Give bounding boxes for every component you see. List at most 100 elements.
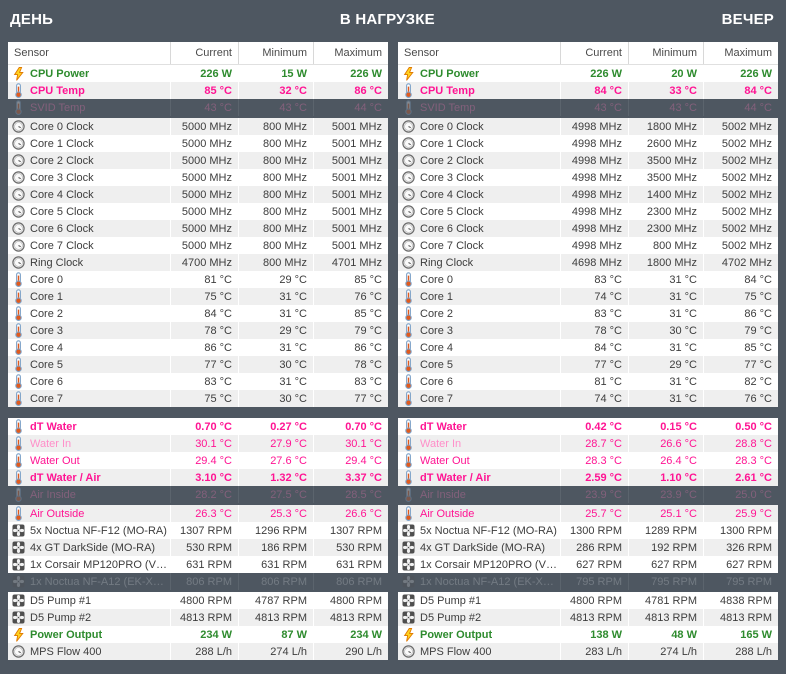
sensor-label: 1x Noctua NF-A12 (EK-XE 120) [30, 575, 170, 588]
value-minimum: 30 °C [628, 322, 703, 339]
sensor-label: SVID Temp [420, 101, 476, 114]
sensor-row[interactable]: dT Water 0.70 °C 0.27 °C 0.70 °C [8, 418, 388, 435]
sensor-row[interactable]: Power Output 234 W 87 W 234 W [8, 626, 388, 643]
sensor-row[interactable]: dT Water 0.42 °C 0.15 °C 0.50 °C [398, 418, 778, 435]
sensor-row[interactable]: Core 1 Clock 4998 MHz 2600 MHz 5002 MHz [398, 135, 778, 152]
clock-icon [11, 171, 25, 184]
sensor-row[interactable]: Core 7 Clock 4998 MHz 800 MHz 5002 MHz [398, 237, 778, 254]
sensor-row[interactable]: Core 3 Clock 5000 MHz 800 MHz 5001 MHz [8, 169, 388, 186]
value-maximum: 86 °C [703, 305, 778, 322]
sensor-row[interactable]: Core 5 Clock 4998 MHz 2300 MHz 5002 MHz [398, 203, 778, 220]
sensor-row[interactable]: Core 3 Clock 4998 MHz 3500 MHz 5002 MHz [398, 169, 778, 186]
sensor-row[interactable]: MPS Flow 400 283 L/h 274 L/h 288 L/h [398, 643, 778, 660]
column-header-current[interactable]: Current [560, 42, 628, 64]
sensor-row[interactable]: Core 2 Clock 4998 MHz 3500 MHz 5002 MHz [398, 152, 778, 169]
sensor-cell: SVID Temp [8, 99, 170, 116]
sensor-row[interactable]: Water In 28.7 °C 26.6 °C 28.8 °C [398, 435, 778, 452]
value-minimum: 30 °C [238, 356, 313, 373]
value-minimum: 800 MHz [238, 118, 313, 135]
thermo-icon [11, 391, 25, 406]
value-minimum: 1289 RPM [628, 522, 703, 539]
sensor-row[interactable]: Core 4 Clock 5000 MHz 800 MHz 5001 MHz [8, 186, 388, 203]
sensor-row[interactable]: D5 Pump #2 4813 RPM 4813 RPM 4813 RPM [8, 609, 388, 626]
sensor-row[interactable]: CPU Power 226 W 15 W 226 W [8, 65, 388, 82]
sensor-row[interactable]: Core 2 Clock 5000 MHz 800 MHz 5001 MHz [8, 152, 388, 169]
sensor-row[interactable]: MPS Flow 400 288 L/h 274 L/h 290 L/h [8, 643, 388, 660]
sensor-row[interactable]: Water In 30.1 °C 27.9 °C 30.1 °C [8, 435, 388, 452]
header-evening-label: ВЕЧЕР [721, 11, 774, 28]
sensor-label: Core 6 [30, 375, 64, 388]
sensor-row[interactable]: Core 0 Clock 5000 MHz 800 MHz 5001 MHz [8, 118, 388, 135]
sensor-row[interactable]: Ring Clock 4700 MHz 800 MHz 4701 MHz [8, 254, 388, 271]
sensor-row[interactable]: CPU Temp 84 °C 33 °C 84 °C [398, 82, 778, 99]
sensor-row[interactable]: Core 2 84 °C 31 °C 85 °C [8, 305, 388, 322]
sensor-row[interactable]: Water Out 28.3 °C 26.4 °C 28.3 °C [398, 452, 778, 469]
sensor-row[interactable]: D5 Pump #2 4813 RPM 4813 RPM 4813 RPM [398, 609, 778, 626]
sensor-row[interactable]: Core 6 83 °C 31 °C 83 °C [8, 373, 388, 390]
sensor-row[interactable]: Core 7 74 °C 31 °C 76 °C [398, 390, 778, 407]
sensor-row[interactable]: Core 3 78 °C 29 °C 79 °C [8, 322, 388, 339]
value-current: 86 °C [170, 339, 238, 356]
value-maximum: 86 °C [313, 339, 388, 356]
sensor-row[interactable]: 1x Noctua NF-A12 (EK-XE 120) 806 RPM 806 R… [8, 573, 388, 590]
sensor-row[interactable]: Ring Clock 4698 MHz 1800 MHz 4702 MHz [398, 254, 778, 271]
sensor-row[interactable]: CPU Power 226 W 20 W 226 W [398, 65, 778, 82]
sensor-row[interactable]: Power Output 138 W 48 W 165 W [398, 626, 778, 643]
sensor-card: Core 0 Clock 5000 MHz 800 MHz 5001 MHz Core … [8, 118, 388, 407]
column-header-sensor[interactable]: Sensor [404, 47, 439, 59]
sensor-row[interactable]: D5 Pump #1 4800 RPM 4781 RPM 4838 RPM [398, 592, 778, 609]
sensor-row[interactable]: Core 1 75 °C 31 °C 76 °C [8, 288, 388, 305]
column-header-current[interactable]: Current [170, 42, 238, 64]
sensor-row[interactable]: Core 0 81 °C 29 °C 85 °C [8, 271, 388, 288]
sensor-row[interactable]: 4x GT DarkSide (MO-RA) 286 RPM 192 RPM 326 … [398, 539, 778, 556]
sensor-row[interactable]: Core 5 77 °C 30 °C 78 °C [8, 356, 388, 373]
sensor-row[interactable]: Core 0 Clock 4998 MHz 1800 MHz 5002 MHz [398, 118, 778, 135]
sensor-row[interactable]: Air Inside 23.9 °C 23.9 °C 25.0 °C [398, 486, 778, 503]
sensor-cell: 1x Corsair MP120PRO (VRM) [398, 556, 560, 573]
value-maximum: 165 W [703, 626, 778, 643]
sensor-row[interactable]: 1x Noctua NF-A12 (EK-XE 120) 795 RPM 795 R… [398, 573, 778, 590]
sensor-row[interactable]: Core 7 75 °C 30 °C 77 °C [8, 390, 388, 407]
sensor-row[interactable]: D5 Pump #1 4800 RPM 4787 RPM 4800 RPM [8, 592, 388, 609]
column-header-maximum[interactable]: Maximum [703, 42, 778, 64]
sensor-row[interactable]: Core 5 77 °C 29 °C 77 °C [398, 356, 778, 373]
clock-icon [401, 120, 415, 133]
sensor-row[interactable]: Core 2 83 °C 31 °C 86 °C [398, 305, 778, 322]
sensor-row[interactable]: Core 1 74 °C 31 °C 75 °C [398, 288, 778, 305]
sensor-row[interactable]: Core 6 Clock 4998 MHz 2300 MHz 5002 MHz [398, 220, 778, 237]
fan-icon [11, 558, 25, 571]
sensor-row[interactable]: SVID Temp 43 °C 43 °C 44 °C [8, 99, 388, 116]
sensor-row[interactable]: Air Outside 26.3 °C 25.3 °C 26.6 °C [8, 505, 388, 522]
sensor-row[interactable]: dT Water / Air 2.59 °C 1.10 °C 2.61 °C [398, 469, 778, 486]
sensor-row[interactable]: Core 4 86 °C 31 °C 86 °C [8, 339, 388, 356]
sensor-row[interactable]: Core 5 Clock 5000 MHz 800 MHz 5001 MHz [8, 203, 388, 220]
sensor-row[interactable]: CPU Temp 85 °C 32 °C 86 °C [8, 82, 388, 99]
sensor-row[interactable]: Core 6 81 °C 31 °C 82 °C [398, 373, 778, 390]
sensor-row[interactable]: Air Outside 25.7 °C 25.1 °C 25.9 °C [398, 505, 778, 522]
value-minimum: 29 °C [238, 271, 313, 288]
sensor-row[interactable]: Core 7 Clock 5000 MHz 800 MHz 5001 MHz [8, 237, 388, 254]
sensor-row[interactable]: Water Out 29.4 °C 27.6 °C 29.4 °C [8, 452, 388, 469]
sensor-cell: 4x GT DarkSide (MO-RA) [398, 539, 560, 556]
column-header-sensor[interactable]: Sensor [14, 47, 49, 59]
sensor-row[interactable]: Core 3 78 °C 30 °C 79 °C [398, 322, 778, 339]
sensor-row[interactable]: 5x Noctua NF-F12 (MO-RA) 1307 RPM 1296 RPM… [8, 522, 388, 539]
sensor-cell: Air Outside [398, 505, 560, 522]
sensor-row[interactable]: Core 4 84 °C 31 °C 85 °C [398, 339, 778, 356]
sensor-row[interactable]: 1x Corsair MP120PRO (VRM) 631 RPM 631 RPM 6… [8, 556, 388, 573]
sensor-row[interactable]: 4x GT DarkSide (MO-RA) 530 RPM 186 RPM 530 … [8, 539, 388, 556]
column-header-minimum[interactable]: Minimum [628, 42, 703, 64]
sensor-row[interactable]: Core 1 Clock 5000 MHz 800 MHz 5001 MHz [8, 135, 388, 152]
sensor-row[interactable]: Core 0 83 °C 31 °C 84 °C [398, 271, 778, 288]
sensor-row[interactable]: Air Inside 28.2 °C 27.5 °C 28.5 °C [8, 486, 388, 503]
sensor-row[interactable]: SVID Temp 43 °C 43 °C 44 °C [398, 99, 778, 116]
sensor-cell: MPS Flow 400 [398, 643, 560, 660]
sensor-row[interactable]: 5x Noctua NF-F12 (MO-RA) 1300 RPM 1289 RPM… [398, 522, 778, 539]
sensor-row[interactable]: 1x Corsair MP120PRO (VRM) 627 RPM 627 RPM 6… [398, 556, 778, 573]
column-header-maximum[interactable]: Maximum [313, 42, 388, 64]
sensor-row[interactable]: Core 4 Clock 4998 MHz 1400 MHz 5002 MHz [398, 186, 778, 203]
column-header-minimum[interactable]: Minimum [238, 42, 313, 64]
sensor-row[interactable]: dT Water / Air 3.10 °C 1.32 °C 3.37 °C [8, 469, 388, 486]
sensor-row[interactable]: Core 6 Clock 5000 MHz 800 MHz 5001 MHz [8, 220, 388, 237]
value-maximum: 5001 MHz [313, 186, 388, 203]
